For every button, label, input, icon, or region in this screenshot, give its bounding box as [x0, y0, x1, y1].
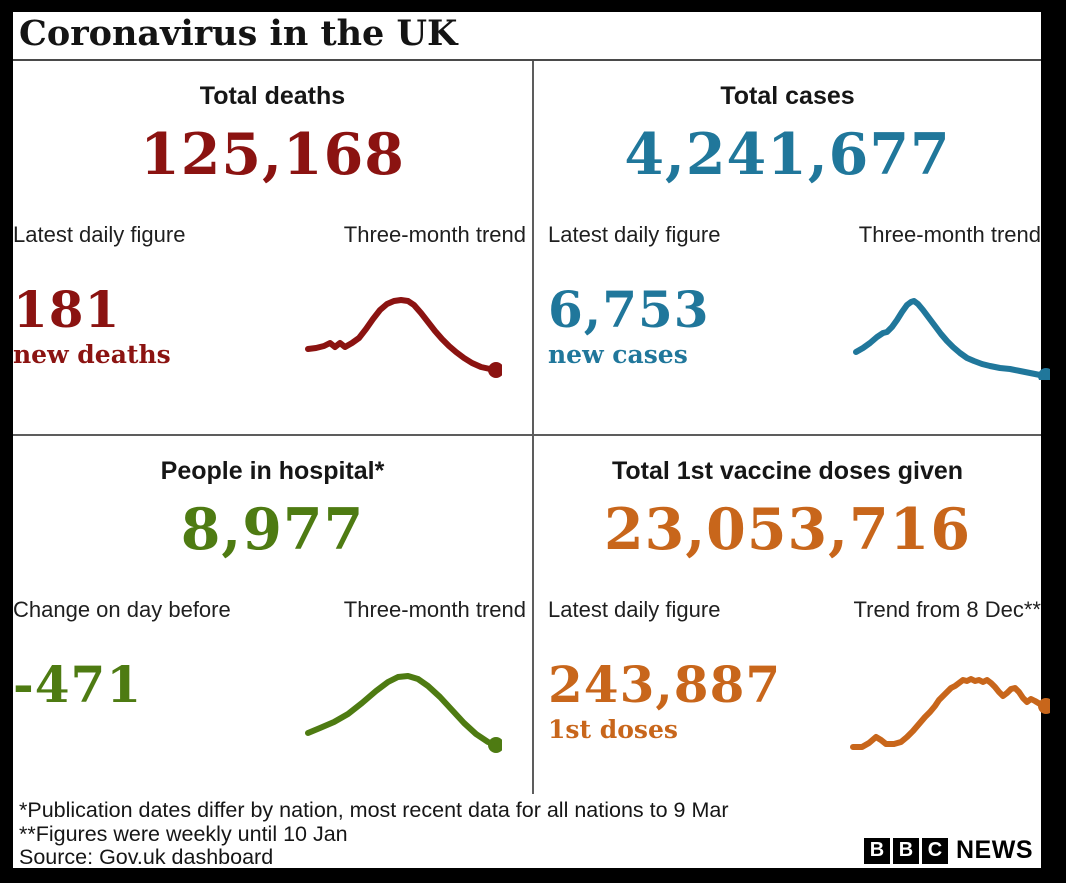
figure-label: Change on day before — [13, 597, 231, 622]
footer: *Publication dates differ by nation, mos… — [13, 794, 1041, 868]
trend-sparkline — [305, 297, 502, 378]
daily-figure-block: 181 new deaths — [13, 282, 171, 380]
trend-label: Three-month trend — [343, 597, 526, 622]
daily-figure-block: -471 — [13, 657, 142, 755]
source-line: Source: Gov.uk dashboard — [19, 845, 274, 869]
daily-figure: 243,887 — [548, 655, 782, 714]
panel-heading: Total 1st vaccine doses given — [611, 457, 964, 485]
total-figure: 23,053,716 — [604, 496, 971, 563]
trend-label: Three-month trend — [343, 222, 526, 247]
figure-label: Latest daily figure — [548, 222, 721, 247]
figure-label: Latest daily figure — [548, 597, 721, 622]
trend-sparkline — [850, 676, 1050, 750]
bbc-logo: B B C NEWS — [864, 838, 1033, 864]
bbc-logo-block: B — [864, 838, 890, 864]
labels-row: Latest daily figure Three-month trend — [534, 222, 1041, 248]
daily-figure: 181 — [13, 280, 121, 339]
trend-label: Trend from 8 Dec** — [853, 597, 1041, 622]
footnote: **Figures were weekly until 10 Jan — [19, 821, 348, 846]
bbc-logo-block: C — [922, 838, 948, 864]
total-figure: 4,241,677 — [624, 121, 951, 188]
stat-panel-vaccine: Total 1st vaccine doses given 23,053,716… — [534, 436, 1050, 794]
daily-figure: 6,753 — [548, 280, 710, 339]
panel-bottom-row: 181 new deaths — [13, 250, 532, 380]
panel-bottom-row: 6,753 new cases — [534, 250, 1050, 380]
stat-panel-hospital: People in hospital* 8,977 Change on day … — [13, 436, 532, 794]
footnote: *Publication dates differ by nation, mos… — [19, 798, 729, 822]
panel-heading: People in hospital* — [160, 457, 385, 485]
stat-panel-cases: Total cases 4,241,677 Latest daily figur… — [534, 61, 1050, 434]
labels-row: Latest daily figure Trend from 8 Dec** — [534, 597, 1041, 623]
page-title: Coronavirus in the UK — [13, 12, 1041, 61]
panel-bottom-row: -471 — [13, 625, 532, 755]
daily-figure-block: 243,887 1st doses — [534, 657, 781, 755]
panel-heading: Total deaths — [199, 82, 346, 110]
trend-sparkline — [853, 298, 1050, 380]
stats-grid: Total deaths 125,168 Latest daily figure… — [13, 61, 1050, 794]
total-figure: 8,977 — [180, 496, 365, 563]
vertical-divider — [532, 61, 534, 794]
daily-figure-sublabel: new deaths — [13, 340, 171, 369]
labels-row: Latest daily figure Three-month trend — [13, 222, 532, 248]
horizontal-divider — [13, 434, 1041, 436]
bbc-logo-block: B — [893, 838, 919, 864]
figure-label: Latest daily figure — [13, 222, 186, 247]
trend-label: Three-month trend — [858, 222, 1041, 247]
labels-row: Change on day before Three-month trend — [13, 597, 532, 623]
panel-bottom-row: 243,887 1st doses — [534, 625, 1050, 755]
panel-heading: Total cases — [720, 82, 855, 110]
total-figure: 125,168 — [140, 121, 405, 188]
trend-sparkline — [305, 673, 502, 753]
daily-figure-sublabel: 1st doses — [548, 715, 678, 744]
daily-figure-sublabel: new cases — [548, 340, 688, 369]
daily-figure: -471 — [13, 655, 143, 714]
daily-figure-block: 6,753 new cases — [534, 282, 710, 380]
infographic-card: Coronavirus in the UK Total deaths 125,1… — [13, 12, 1050, 869]
bbc-logo-news: NEWS — [956, 836, 1033, 865]
stat-panel-deaths: Total deaths 125,168 Latest daily figure… — [13, 61, 532, 434]
